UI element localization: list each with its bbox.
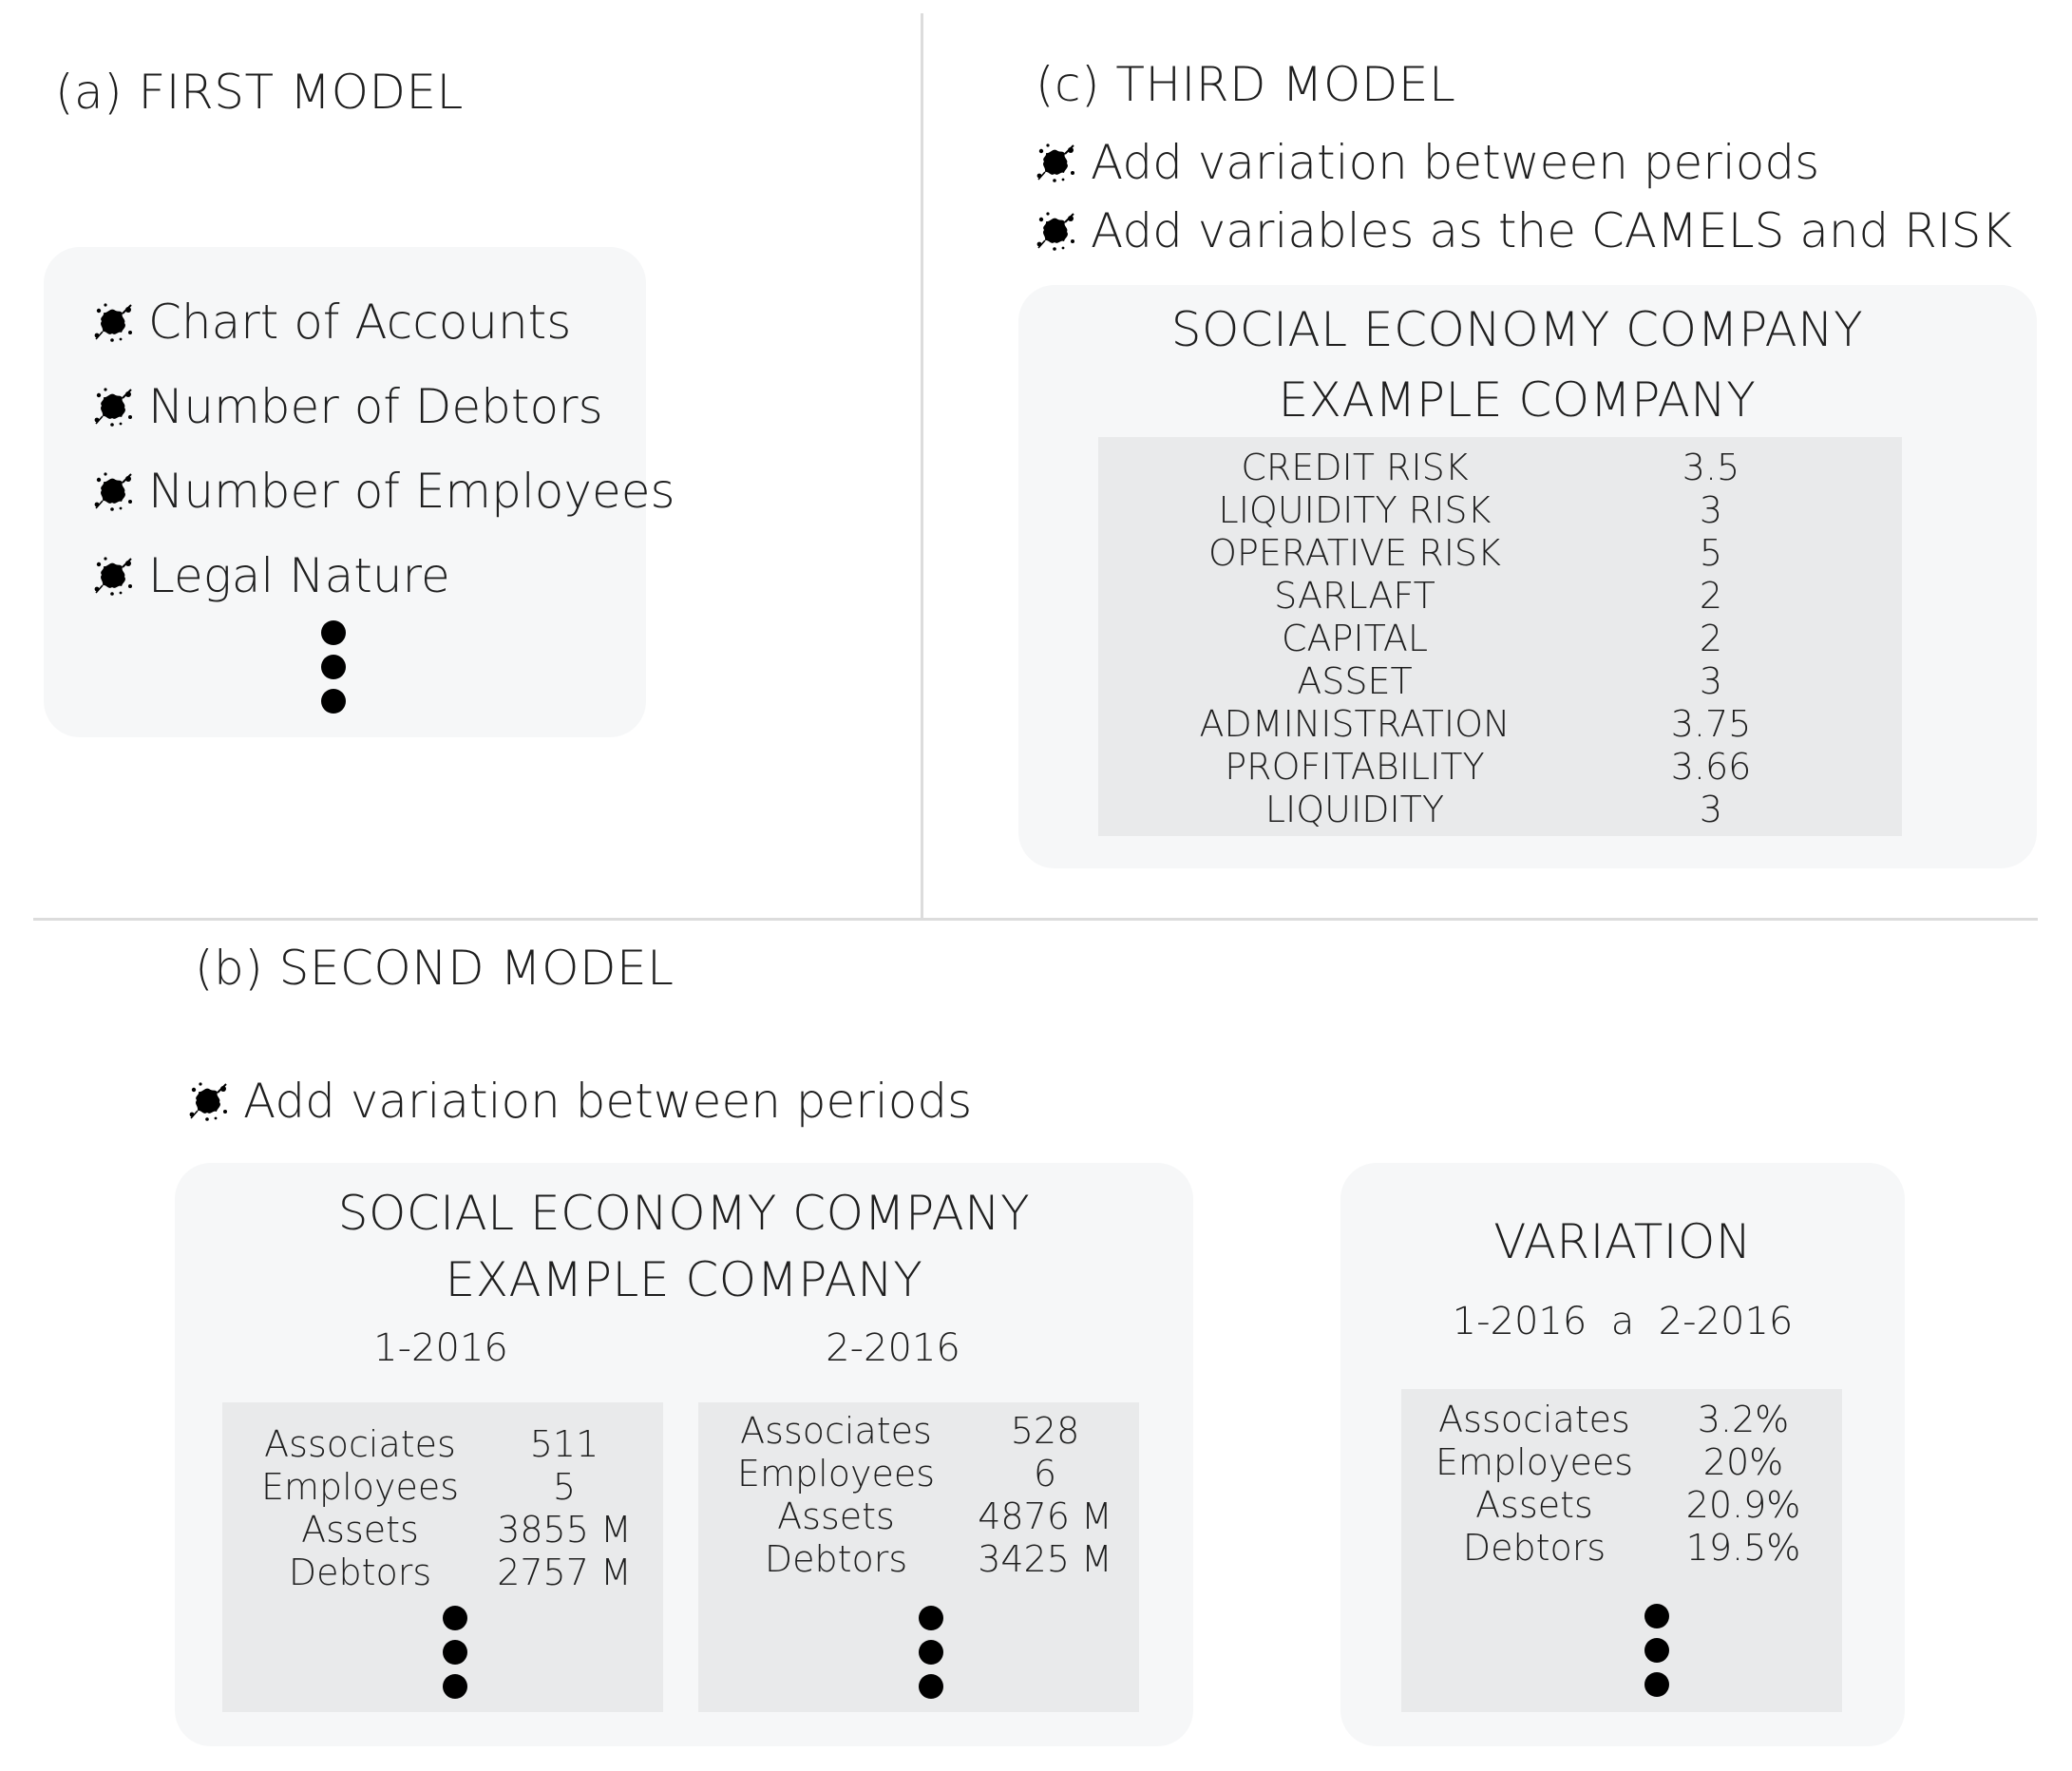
second-model-heading: (b) SECOND MODEL [195, 941, 675, 996]
ink-splat-icon [188, 1080, 230, 1122]
ellipsis-dots [919, 1606, 943, 1699]
card-title: SOCIAL ECONOMY COMPANY [1170, 302, 1864, 357]
period-2-table: Associates 528 Employees 6 Assets 4876 M De… [717, 1410, 1135, 1581]
camels-risk-table-panel: CREDIT RISK 3.5 LIQUIDITY RISK 3 OPERATIVE… [1098, 437, 1902, 836]
second-model-card: SOCIAL ECONOMY COMPANY EXAMPLE COMPANY 1… [175, 1163, 1193, 1746]
ellipsis-dots [1644, 1604, 1669, 1697]
variation-card: VARIATION 1-2016 a 2-2016 Associates 3.2%… [1340, 1163, 1905, 1746]
list-item: Number of Debtors [93, 379, 646, 434]
ellipsis-dots [443, 1606, 467, 1699]
first-model-card: Chart of Accounts Number of Debtors Numb… [44, 247, 675, 737]
table-row: Assets 4876 M [777, 1495, 1112, 1537]
table-row: Associates 3.2% [1438, 1399, 1790, 1440]
table-row: ADMINISTRATION 3.75 [1199, 703, 1752, 745]
variation-period-range: 1-2016 a 2-2016 [1452, 1300, 1794, 1343]
table-row: SARLAFT 2 [1274, 575, 1723, 617]
list-item: Legal Nature [93, 548, 646, 603]
ink-splat-icon [1036, 210, 1077, 252]
ellipsis-dots [321, 620, 346, 714]
ink-splat-icon [93, 470, 135, 512]
list-item: Chart of Accounts [93, 295, 646, 350]
ink-splat-icon [1036, 142, 1077, 183]
third-model-heading: (c) THIRD MODEL [1036, 57, 1456, 112]
card-subtitle: EXAMPLE COMPANY [1278, 372, 1757, 428]
first-model-list: Chart of Accounts Number of Debtors Numb… [93, 295, 675, 633]
table-row: Employees 6 [737, 1453, 1057, 1495]
table-row: Employees 5 [261, 1466, 577, 1508]
list-item: Number of Employees [93, 464, 675, 519]
period-1-panel: Associates 511 Employees 5 Assets 3855 M De… [222, 1402, 663, 1712]
second-model-bullet: Add variation between periods [188, 1074, 972, 1129]
table-row: Assets 20.9% [1475, 1484, 1801, 1526]
period-label: 1-2016 [373, 1326, 508, 1370]
variation-table: Associates 3.2% Employees 20% Assets 20.9% … [1411, 1399, 1829, 1570]
variation-title: VARIATION [1493, 1214, 1752, 1269]
card-title: SOCIAL ECONOMY COMPANY [337, 1186, 1031, 1241]
ink-splat-icon [93, 301, 135, 343]
table-row: ASSET 3 [1297, 660, 1723, 702]
table-row: Debtors 19.5% [1462, 1527, 1801, 1569]
variation-panel: Associates 3.2% Employees 20% Assets 20.9% … [1401, 1389, 1842, 1712]
horizontal-divider [33, 918, 2038, 921]
table-row: LIQUIDITY 3 [1264, 789, 1723, 830]
table-row: Associates 528 [740, 1410, 1080, 1452]
table-row: Associates 511 [264, 1423, 599, 1465]
table-row: CREDIT RISK 3.5 [1241, 447, 1740, 488]
table-row: CAPITAL 2 [1281, 618, 1723, 659]
third-model-bullet: Add variables as the CAMELS and RISK [1036, 203, 2012, 258]
table-row: Debtors 2757 M [288, 1552, 632, 1593]
table-row: LIQUIDITY RISK 3 [1218, 489, 1723, 531]
table-row: Debtors 3425 M [764, 1538, 1112, 1580]
vertical-divider [921, 13, 923, 921]
period-1-table: Associates 511 Employees 5 Assets 3855 M De… [241, 1423, 650, 1594]
ink-splat-icon [93, 555, 135, 597]
period-2-panel: Associates 528 Employees 6 Assets 4876 M De… [698, 1402, 1139, 1712]
table-row: Assets 3855 M [301, 1509, 632, 1551]
card-subtitle: EXAMPLE COMPANY [445, 1252, 923, 1307]
third-model-bullet: Add variation between periods [1036, 135, 1819, 190]
table-row: Employees 20% [1435, 1441, 1784, 1483]
first-model-heading: (a) FIRST MODEL [55, 65, 464, 120]
camels-risk-table: CREDIT RISK 3.5 LIQUIDITY RISK 3 OPERATIVE… [1174, 447, 1887, 831]
ink-splat-icon [93, 386, 135, 428]
table-row: OPERATIVE RISK 5 [1208, 532, 1723, 574]
period-label: 2-2016 [826, 1326, 960, 1370]
third-model-card: SOCIAL ECONOMY COMPANY EXAMPLE COMPANY C… [1018, 285, 2037, 868]
table-row: PROFITABILITY 3.66 [1225, 746, 1752, 788]
